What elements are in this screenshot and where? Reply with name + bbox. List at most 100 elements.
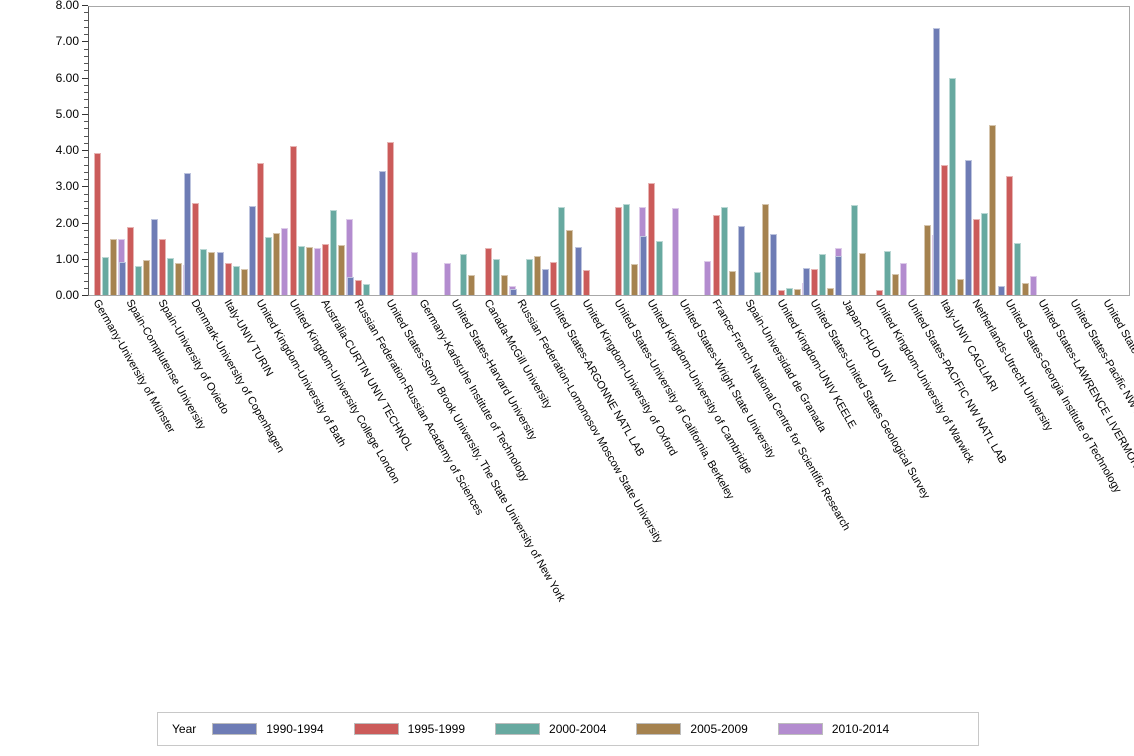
bar: [313, 248, 321, 295]
legend-item-label: 1995-1999: [407, 722, 466, 736]
bar: [257, 163, 265, 295]
bar: [175, 262, 183, 295]
y-axis-minor-tick-mark: [84, 229, 88, 231]
x-axis-tick-label: United States-University of California, …: [611, 297, 737, 502]
x-axis-tick-label: United States-United States Geological S…: [807, 297, 932, 502]
bar: [281, 227, 289, 295]
legend-item[interactable]: 1995-1999: [353, 722, 466, 736]
bar-group: [379, 7, 419, 295]
bar: [322, 243, 330, 295]
bar: [525, 258, 533, 295]
bar: [493, 259, 501, 295]
legend-item[interactable]: 2005-2009: [636, 722, 748, 736]
plot-area: [88, 6, 1130, 296]
bar-group: [1096, 7, 1134, 295]
bar: [485, 247, 493, 295]
y-axis-minor-tick-mark: [84, 179, 88, 180]
bar: [249, 206, 257, 295]
y-axis-minor-tick-mark: [84, 237, 88, 238]
legend-item-label: 2000-2004: [549, 722, 607, 736]
bar: [932, 28, 940, 295]
bar: [566, 230, 574, 295]
bar: [126, 226, 134, 295]
legend-swatch: [777, 723, 823, 735]
y-axis-tick-mark: [82, 258, 88, 260]
bar: [550, 261, 558, 295]
bar: [1014, 243, 1022, 295]
bar: [671, 208, 679, 295]
legend-title: Year: [172, 722, 197, 736]
bar: [542, 268, 550, 295]
bar: [338, 244, 346, 295]
bar: [232, 266, 240, 295]
bar: [737, 225, 745, 295]
y-axis-tick-label: 8.00: [55, 0, 79, 12]
bar: [981, 213, 989, 295]
y-axis-minor-tick-mark: [84, 251, 88, 253]
y-axis-minor-tick-mark: [84, 99, 88, 101]
bar: [191, 202, 199, 295]
bar: [965, 159, 973, 295]
y-axis-tick-label: 0.00: [55, 288, 79, 302]
bar: [151, 218, 159, 295]
y-axis-tick-label: 2.00: [55, 215, 79, 230]
bar-group: [835, 7, 875, 295]
bar: [623, 203, 631, 295]
bar: [786, 288, 794, 295]
bar: [826, 287, 834, 295]
y-axis-minor-tick-mark: [84, 280, 88, 282]
y-axis-tick-mark: [82, 150, 88, 151]
bar: [835, 255, 843, 295]
bar: [94, 153, 102, 295]
legend-swatch: [636, 723, 682, 735]
legend-item[interactable]: 2000-2004: [495, 722, 606, 736]
bar: [818, 253, 826, 295]
bar: [216, 252, 224, 295]
legend-swatch: [353, 723, 399, 735]
bar-group: [314, 7, 354, 295]
bar: [297, 246, 305, 295]
legend: Year 1990-1994 1995-1999 2000-2004 2005-200…: [157, 712, 979, 746]
y-axis-tick-mark: [82, 186, 88, 188]
bar: [1022, 283, 1030, 295]
bar: [883, 250, 891, 295]
bar: [728, 270, 736, 295]
x-axis-labels: Germany-University of Münster Spain-Compl…: [88, 298, 1134, 698]
bar: [899, 262, 907, 295]
y-axis-minor-tick-mark: [84, 171, 88, 173]
bar-group: [737, 7, 778, 295]
bar-group: [998, 7, 1038, 295]
bar: [956, 278, 964, 295]
y-axis-minor-tick-mark: [84, 48, 88, 50]
y-axis-minor-tick-mark: [84, 106, 88, 108]
bar: [948, 77, 956, 295]
bar: [655, 240, 663, 295]
bar: [330, 210, 338, 295]
bar-group: [868, 7, 908, 295]
bar: [574, 247, 582, 295]
y-axis-minor-tick-mark: [84, 128, 88, 130]
bar: [794, 289, 802, 295]
y-axis-minor-tick-mark: [84, 244, 88, 246]
bar: [1030, 276, 1038, 295]
bar: [443, 263, 451, 295]
bar: [770, 233, 778, 295]
y-axis-minor-tick-mark: [84, 164, 88, 166]
bar: [998, 285, 1006, 295]
legend-item[interactable]: 1990-1994: [212, 722, 324, 736]
bar-group: [444, 7, 484, 295]
bar: [615, 206, 623, 295]
bar: [199, 249, 207, 295]
y-axis-tick-mark: [82, 5, 88, 6]
bar: [468, 274, 476, 295]
bar: [558, 206, 566, 295]
y-axis-minor-tick-mark: [84, 200, 88, 202]
bar: [159, 239, 167, 295]
y-axis-tick-label: 1.00: [55, 251, 79, 266]
bar: [753, 272, 761, 295]
bar-group: [639, 7, 680, 295]
bar: [207, 251, 215, 295]
bar: [989, 125, 997, 295]
legend-item[interactable]: 2010-2014: [777, 722, 889, 736]
y-axis-minor-tick-mark: [84, 26, 88, 28]
